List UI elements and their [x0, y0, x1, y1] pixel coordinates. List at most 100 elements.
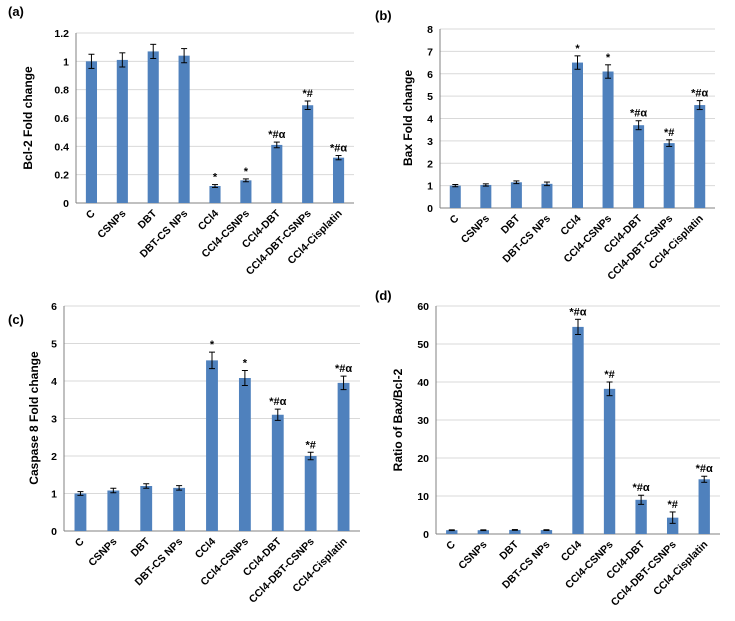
bar [698, 479, 710, 534]
x-category-label: CSNPs [86, 536, 119, 569]
bar [147, 51, 159, 203]
bar [446, 530, 458, 534]
x-category-label: DBT [129, 535, 153, 559]
bar [240, 180, 252, 203]
x-category-label: CCl4-Cisplatin [651, 539, 710, 598]
y-tick-label: 10 [417, 491, 429, 503]
bar [480, 184, 492, 208]
x-category-label: CCl4 [558, 213, 584, 239]
bar [304, 456, 317, 531]
significance-label: *#α [633, 482, 650, 494]
bar [694, 105, 706, 208]
y-tick-label: 3 [427, 136, 433, 148]
bar [572, 62, 583, 208]
y-tick-label: 5 [427, 91, 433, 103]
y-tick-label: 1 [63, 56, 69, 68]
significance-label: * [575, 43, 580, 55]
x-category-label: CCl4-Cisplatin [647, 213, 706, 272]
significance-label: * [213, 172, 218, 184]
bar [509, 529, 521, 534]
y-tick-label: 8 [427, 24, 433, 36]
bar [85, 61, 98, 204]
bar [302, 105, 314, 203]
y-tick-label: 30 [417, 415, 429, 427]
bar [206, 360, 218, 531]
bar [540, 530, 553, 534]
significance-label: *#α [569, 306, 586, 318]
bar [603, 388, 616, 534]
y-tick-label: 0 [51, 526, 57, 538]
bar [633, 125, 645, 208]
significance-label: *#α [335, 363, 352, 375]
y-tick-label: 7 [427, 46, 433, 58]
bar [140, 486, 153, 531]
bar [572, 326, 584, 534]
panel-a: (a) 0 0.2 0.4 0.6 0.8 1 1.2 Bcl-2 Fold change CCS… [8, 4, 354, 278]
y-tick-label: 6 [427, 69, 433, 81]
y-tick-label: 50 [417, 339, 429, 351]
bar [173, 487, 186, 531]
bar [238, 378, 251, 531]
significance-label: *#α [696, 463, 713, 475]
panel-label: (d) [375, 288, 392, 303]
x-category-label: CSNPs [456, 539, 489, 572]
y-tick-label: 0 [423, 529, 429, 541]
y-tick-label: 40 [417, 377, 429, 389]
bar [271, 414, 284, 531]
significance-label: * [606, 52, 611, 64]
bar [209, 186, 221, 203]
y-tick-label: 4 [51, 376, 57, 388]
y-axis-label: Ratio of Bax/Bcl-2 [391, 368, 405, 471]
bar [666, 517, 679, 534]
significance-label: * [210, 339, 215, 351]
y-tick-label: 0.6 [54, 113, 69, 125]
x-category-label: CCl4 [193, 536, 219, 562]
bar [541, 183, 553, 208]
y-tick-label: 0 [427, 203, 433, 215]
bar [635, 499, 647, 534]
x-category-label: CSNPs [459, 213, 492, 246]
significance-label: *# [305, 439, 315, 451]
significance-label: *# [604, 369, 614, 381]
y-tick-label: 2 [427, 158, 433, 170]
panel-label: (c) [8, 312, 24, 327]
y-tick-label: 1 [427, 181, 433, 193]
panel-c: (c) 0 1 2 3 4 5 6 Caspase 8 Fold change C CSNPs DBT… [8, 301, 360, 606]
significance-label: *#α [691, 88, 708, 100]
significance-label: * [244, 166, 249, 178]
y-tick-label: 60 [417, 301, 429, 313]
panel-label: (b) [375, 8, 392, 23]
x-category-label: C [84, 207, 98, 221]
bar [663, 143, 675, 208]
x-category-label: DBT [136, 207, 160, 231]
y-tick-label: 0.4 [54, 141, 69, 153]
significance-label: *#α [330, 143, 347, 155]
y-tick-label: 1.2 [54, 28, 69, 40]
panel-label: (a) [8, 4, 24, 19]
significance-label: *#α [269, 396, 286, 408]
y-tick-label: 3 [51, 414, 57, 426]
significance-label: * [243, 358, 248, 370]
x-category-label: CCl4-Cisplatin [285, 208, 344, 267]
significance-label: *#α [630, 108, 647, 120]
bar [449, 185, 461, 208]
y-tick-label: 4 [427, 114, 433, 126]
bar [510, 182, 522, 208]
y-tick-label: 2 [51, 451, 57, 463]
bar [332, 157, 345, 203]
x-category-label: C [444, 538, 458, 552]
x-category-label: CSNPs [95, 208, 128, 241]
bar [107, 490, 120, 531]
y-tick-label: 20 [417, 453, 429, 465]
y-tick-label: 0.2 [54, 170, 69, 182]
y-tick-label: 0.8 [54, 85, 69, 97]
x-category-label: DBT [499, 212, 523, 236]
bar [477, 530, 490, 534]
y-tick-label: 6 [51, 301, 57, 313]
bar [116, 59, 128, 203]
bar [178, 55, 190, 203]
significance-label: *# [664, 127, 674, 139]
y-tick-label: 5 [51, 339, 57, 351]
